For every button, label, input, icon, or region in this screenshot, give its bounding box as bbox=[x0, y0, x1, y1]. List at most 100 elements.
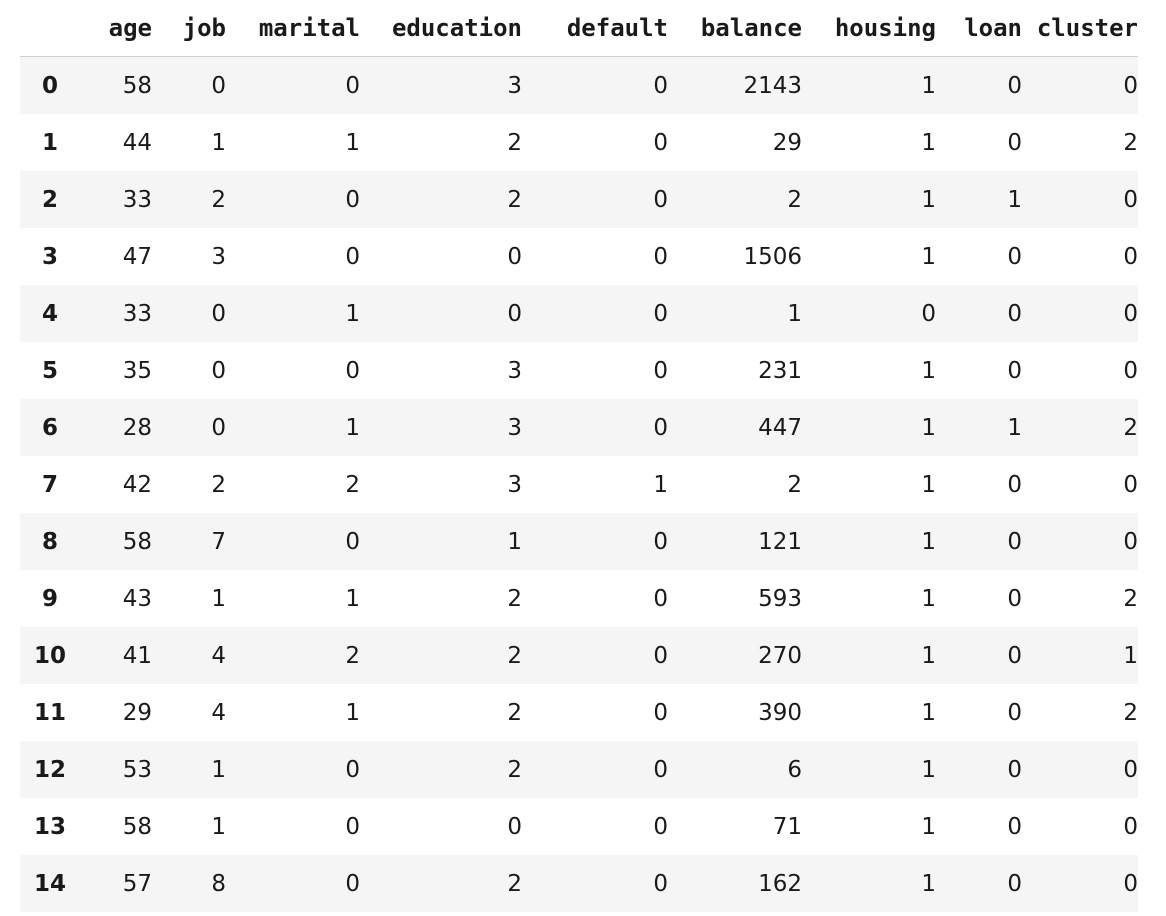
cell-marital: 2 bbox=[345, 642, 360, 669]
column-header-loan: loan bbox=[936, 0, 1022, 57]
cell-loan: 0 bbox=[1007, 585, 1022, 612]
cell-job: 1 bbox=[211, 813, 226, 840]
column-header-education: education bbox=[360, 0, 522, 57]
cell-job: 1 bbox=[211, 129, 226, 156]
cell-housing: 1 bbox=[921, 870, 936, 897]
cell-education: 0 bbox=[507, 300, 522, 327]
table-row: 0 58 0 0 3 0 2143 1 0 0 bbox=[20, 56, 1138, 114]
cell-default: 0 bbox=[653, 642, 668, 669]
cell-housing: 1 bbox=[921, 186, 936, 213]
cell-education: 3 bbox=[507, 72, 522, 99]
table-row: 9 43 1 1 2 0 593 1 0 2 bbox=[20, 570, 1138, 627]
row-index: 12 bbox=[33, 756, 66, 783]
cell-job: 7 bbox=[211, 528, 226, 555]
row-index: 8 bbox=[41, 528, 58, 555]
cell-default: 0 bbox=[653, 528, 668, 555]
table-row: 5 35 0 0 3 0 231 1 0 0 bbox=[20, 342, 1138, 399]
cell-loan: 0 bbox=[1007, 243, 1022, 270]
table-row: 13 58 1 0 0 0 71 1 0 0 bbox=[20, 798, 1138, 855]
cell-age: 29 bbox=[122, 699, 152, 726]
cell-marital: 1 bbox=[345, 585, 360, 612]
cell-housing: 1 bbox=[921, 414, 936, 441]
cell-education: 3 bbox=[507, 471, 522, 498]
cell-default: 0 bbox=[653, 186, 668, 213]
cell-marital: 1 bbox=[345, 414, 360, 441]
cell-marital: 2 bbox=[345, 471, 360, 498]
cell-balance: 2143 bbox=[743, 72, 802, 99]
cell-education: 1 bbox=[507, 528, 522, 555]
row-index: 7 bbox=[41, 471, 58, 498]
cell-job: 2 bbox=[211, 471, 226, 498]
cell-age: 42 bbox=[122, 471, 152, 498]
table-row: 3 47 3 0 0 0 1506 1 0 0 bbox=[20, 228, 1138, 285]
cell-job: 2 bbox=[211, 186, 226, 213]
row-index: 6 bbox=[41, 414, 58, 441]
cell-education: 2 bbox=[507, 756, 522, 783]
cell-default: 0 bbox=[653, 414, 668, 441]
cell-balance: 2 bbox=[787, 186, 802, 213]
cell-housing: 1 bbox=[921, 756, 936, 783]
cell-cluster: 0 bbox=[1123, 186, 1138, 213]
column-header-default: default bbox=[522, 0, 668, 57]
cell-cluster: 2 bbox=[1123, 585, 1138, 612]
cell-cluster: 0 bbox=[1123, 357, 1138, 384]
cell-marital: 0 bbox=[345, 186, 360, 213]
cell-default: 0 bbox=[653, 699, 668, 726]
table-row: 10 41 4 2 2 0 270 1 0 1 bbox=[20, 627, 1138, 684]
cell-loan: 0 bbox=[1007, 642, 1022, 669]
cell-job: 4 bbox=[211, 642, 226, 669]
cell-age: 28 bbox=[122, 414, 152, 441]
cell-housing: 1 bbox=[921, 357, 936, 384]
cell-marital: 1 bbox=[345, 699, 360, 726]
cell-loan: 0 bbox=[1007, 870, 1022, 897]
cell-cluster: 0 bbox=[1123, 528, 1138, 555]
cell-age: 43 bbox=[122, 585, 152, 612]
cell-education: 3 bbox=[507, 414, 522, 441]
cell-marital: 0 bbox=[345, 813, 360, 840]
cell-balance: 1506 bbox=[743, 243, 802, 270]
row-index: 2 bbox=[41, 186, 58, 213]
cell-age: 58 bbox=[122, 72, 152, 99]
row-index: 13 bbox=[33, 813, 66, 840]
cell-balance: 6 bbox=[787, 756, 802, 783]
cell-marital: 0 bbox=[345, 528, 360, 555]
cell-loan: 0 bbox=[1007, 300, 1022, 327]
cell-balance: 1 bbox=[787, 300, 802, 327]
cell-age: 47 bbox=[122, 243, 152, 270]
cell-age: 44 bbox=[122, 129, 152, 156]
cell-housing: 1 bbox=[921, 528, 936, 555]
row-index: 5 bbox=[41, 357, 58, 384]
row-index: 11 bbox=[33, 699, 66, 726]
cell-education: 2 bbox=[507, 870, 522, 897]
row-index: 4 bbox=[41, 300, 58, 327]
cell-cluster: 0 bbox=[1123, 813, 1138, 840]
cell-job: 0 bbox=[211, 300, 226, 327]
cell-loan: 0 bbox=[1007, 129, 1022, 156]
row-index: 1 bbox=[41, 129, 58, 156]
cell-balance: 2 bbox=[787, 471, 802, 498]
cell-education: 3 bbox=[507, 357, 522, 384]
cell-loan: 0 bbox=[1007, 528, 1022, 555]
cell-balance: 29 bbox=[772, 129, 802, 156]
cell-housing: 1 bbox=[921, 471, 936, 498]
cell-age: 58 bbox=[122, 813, 152, 840]
column-header-housing: housing bbox=[802, 0, 936, 57]
cell-balance: 162 bbox=[758, 870, 802, 897]
cell-education: 2 bbox=[507, 129, 522, 156]
cell-loan: 1 bbox=[1007, 186, 1022, 213]
table-row: 7 42 2 2 3 1 2 1 0 0 bbox=[20, 456, 1138, 513]
cell-loan: 0 bbox=[1007, 699, 1022, 726]
cell-default: 0 bbox=[653, 300, 668, 327]
cell-loan: 0 bbox=[1007, 756, 1022, 783]
cell-default: 1 bbox=[653, 471, 668, 498]
cell-balance: 390 bbox=[758, 699, 802, 726]
cell-marital: 1 bbox=[345, 129, 360, 156]
cell-job: 0 bbox=[211, 357, 226, 384]
cell-balance: 447 bbox=[758, 414, 802, 441]
cell-job: 4 bbox=[211, 699, 226, 726]
cell-balance: 593 bbox=[758, 585, 802, 612]
cell-age: 33 bbox=[122, 186, 152, 213]
cell-cluster: 0 bbox=[1123, 471, 1138, 498]
cell-job: 8 bbox=[211, 870, 226, 897]
table-row: 11 29 4 1 2 0 390 1 0 2 bbox=[20, 684, 1138, 741]
